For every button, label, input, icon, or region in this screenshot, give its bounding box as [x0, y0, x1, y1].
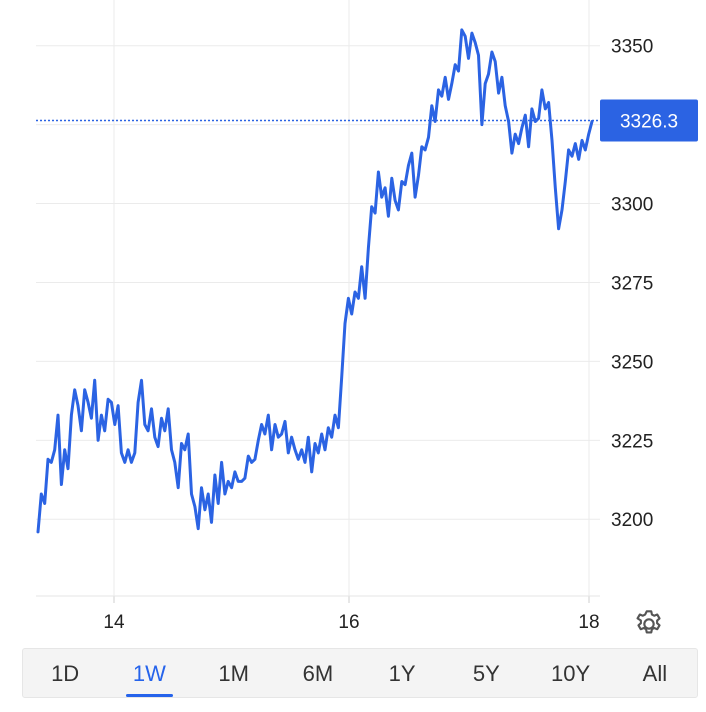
vertical-gridlines: [113, 0, 590, 603]
range-tab-10y[interactable]: 10Y: [551, 661, 591, 686]
y-tick-label: 3225: [611, 431, 653, 452]
y-tick-label: 3350: [611, 37, 653, 58]
y-axis-ticks: 3200 3225 3250 3275 3300 3350: [611, 37, 653, 532]
range-tab-1m[interactable]: 1M: [218, 661, 249, 686]
x-tick-label: 14: [103, 612, 125, 633]
y-tick-label: 3200: [611, 510, 653, 531]
x-axis-ticks: 14 16 18: [103, 612, 599, 633]
range-tab-1y[interactable]: 1Y: [388, 661, 416, 686]
current-price-label: 3326.3: [620, 112, 678, 133]
x-tick-label: 16: [338, 612, 359, 633]
range-tab-all[interactable]: All: [642, 661, 668, 686]
range-tab-1w[interactable]: 1W: [107, 649, 191, 697]
time-range-selector: 1D 1W 1M 6M 1Y 5Y 10Y All: [22, 648, 698, 698]
current-price-tag: [600, 99, 698, 142]
range-tab-5y[interactable]: 5Y: [472, 661, 500, 686]
range-tab-6m[interactable]: 6M: [302, 661, 334, 686]
x-tick-label: 18: [578, 612, 599, 633]
gear-icon[interactable]: [633, 608, 665, 640]
price-series-line: [36, 28, 594, 534]
range-tab-1d[interactable]: 1D: [51, 661, 80, 686]
y-tick-label: 3275: [611, 273, 653, 294]
horizontal-gridlines: [36, 45, 600, 520]
y-tick-label: 3250: [611, 352, 653, 373]
y-tick-label: 3300: [611, 195, 653, 216]
